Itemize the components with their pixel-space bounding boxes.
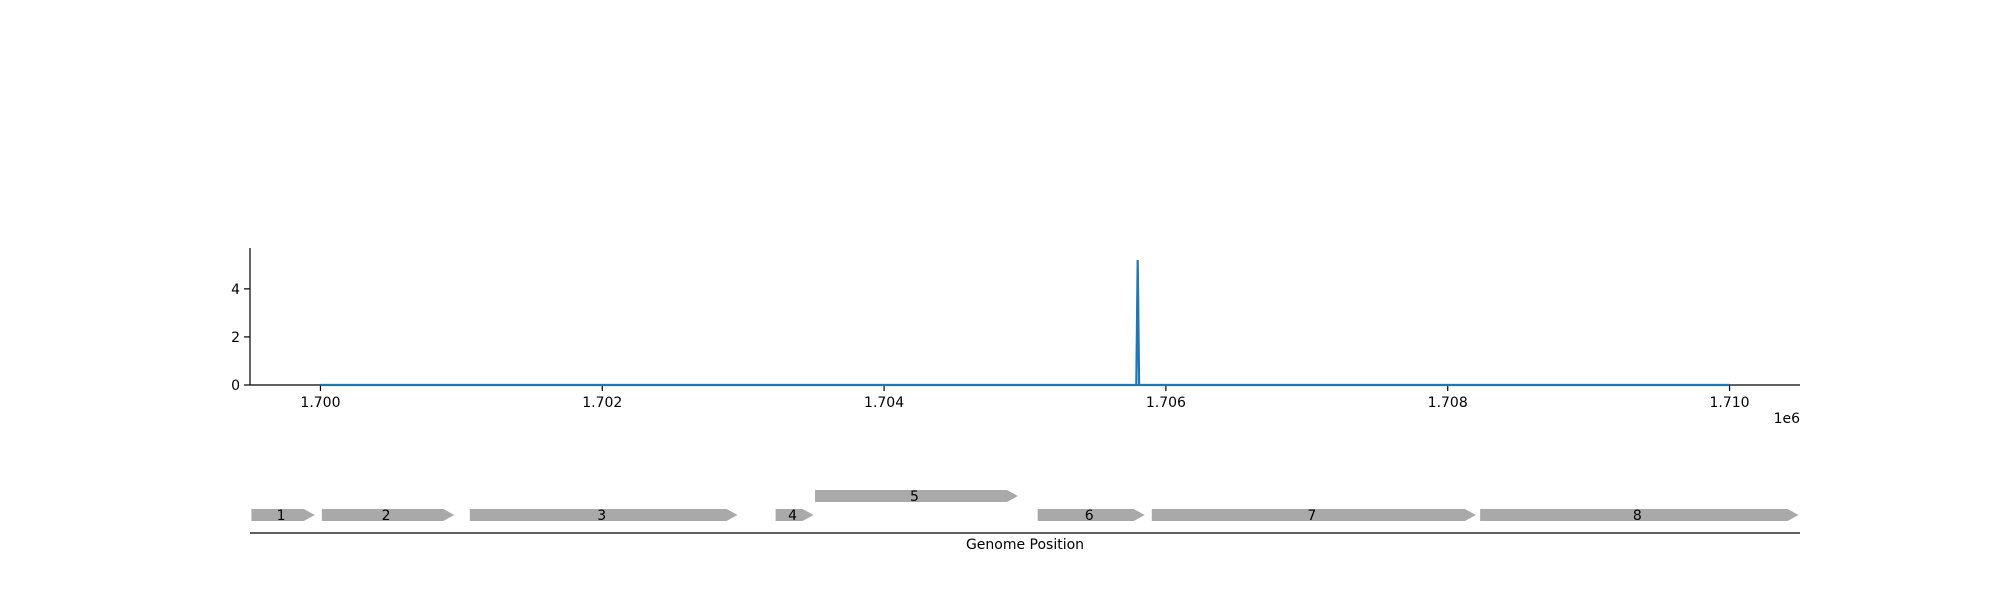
gene-arrows: 1 2 3 4 5 6 7 8 (251, 489, 1799, 524)
x-axis-offset-text: 1e6 (1774, 411, 1801, 427)
gene-label: 1 (277, 508, 286, 524)
x-tick-label: 1.700 (300, 395, 340, 411)
gene-arrow (1480, 509, 1799, 521)
gene-label: 6 (1085, 508, 1094, 524)
x-axis-ticks: 1.700 1.702 1.704 1.706 1.708 1.710 (300, 385, 1750, 411)
x-tick-label: 1.702 (582, 395, 622, 411)
gene-label: 4 (788, 508, 797, 524)
gene-track: 1 2 3 4 5 6 7 8 Genome Position (250, 489, 1800, 553)
gene-arrow (815, 490, 1018, 502)
x-tick-label: 1.704 (864, 395, 904, 411)
gene-arrow (775, 509, 814, 521)
gene-arrow (1151, 509, 1476, 521)
x-tick-label: 1.708 (1428, 395, 1468, 411)
gene-arrow (321, 509, 455, 521)
gene-label: 8 (1633, 508, 1642, 524)
gene-arrow (251, 509, 315, 521)
gene-arrow (469, 509, 738, 521)
gene-arrow (1037, 509, 1145, 521)
y-axis-ticks: 0 2 4 (231, 282, 250, 394)
gene-track-xlabel: Genome Position (966, 537, 1084, 553)
x-tick-label: 1.706 (1146, 395, 1186, 411)
gene-label: 5 (910, 489, 919, 505)
y-tick-label: 0 (231, 378, 240, 394)
gene-label: 2 (382, 508, 391, 524)
y-tick-label: 2 (231, 330, 240, 346)
coverage-plot: 0 2 4 1.700 1.702 1.704 1.706 1.708 1.710 1e6 (231, 248, 1800, 427)
y-tick-label: 4 (231, 282, 240, 298)
x-tick-label: 1.710 (1709, 395, 1749, 411)
gene-label: 3 (597, 508, 606, 524)
gene-label: 7 (1307, 508, 1316, 524)
series-line (320, 259, 1730, 387)
